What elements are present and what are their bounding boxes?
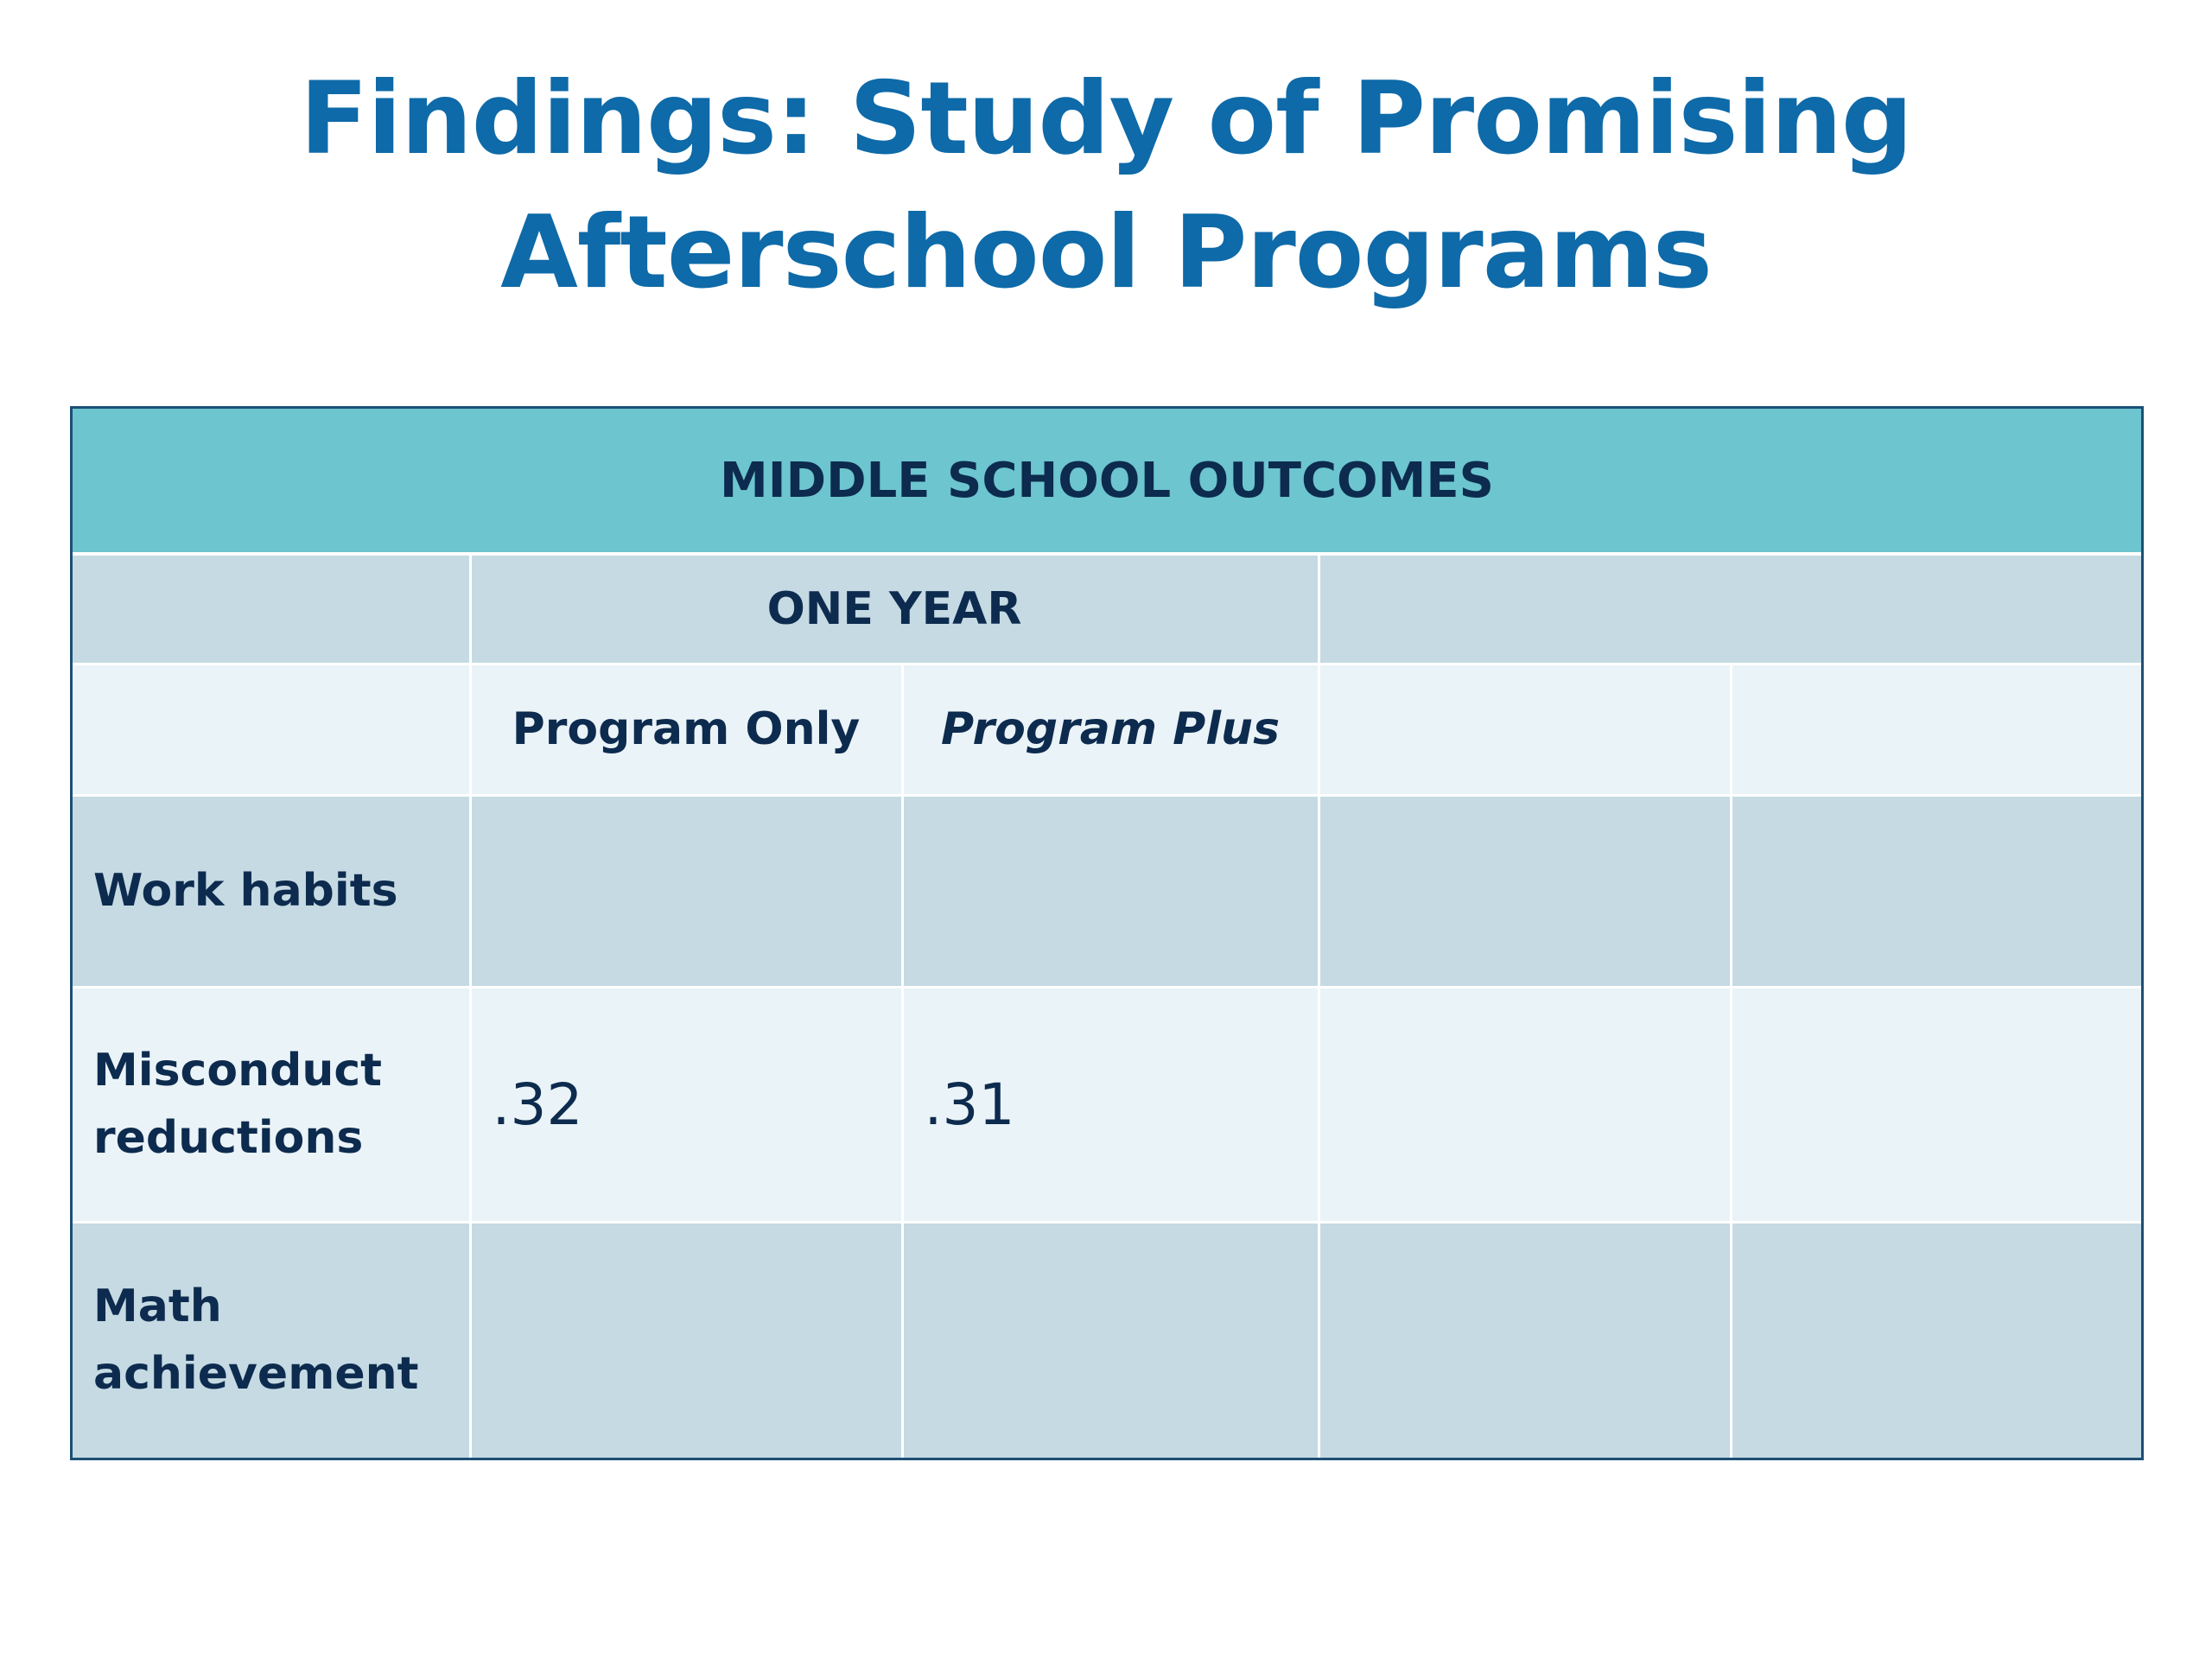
row-label-work-habits: Work habits: [73, 793, 472, 988]
subheader-cell: [1729, 662, 2141, 797]
subheader-corner-cell: [73, 662, 472, 797]
table-header-row: MIDDLE SCHOOL OUTCOMES: [73, 409, 2141, 556]
table-cell: [900, 1220, 1320, 1458]
subheader-cell: [1317, 662, 1732, 797]
table-cell: [1729, 1220, 2141, 1458]
subheader-program-only: Program Only: [468, 662, 904, 797]
table-cell: [1317, 1220, 1732, 1458]
value-program-plus-misconduct: .31: [900, 985, 1320, 1224]
table-row: Math achievement: [73, 1220, 2141, 1458]
table-cell: [1317, 985, 1732, 1224]
period-corner-cell: [73, 552, 472, 665]
table-row: Work habits: [73, 793, 2141, 988]
table-cell: [1729, 793, 2141, 988]
subheader-program-plus: Program Plus: [900, 662, 1320, 797]
period-label: ONE YEAR: [468, 552, 1320, 665]
table-cell: [1317, 793, 1732, 988]
table-cell: [900, 793, 1320, 988]
table-cell: [468, 793, 904, 988]
slide-title: Findings: Study of Promising Afterschool…: [300, 60, 1913, 311]
subheader-row: Program Only Program Plus: [73, 662, 2141, 797]
outcomes-table-container: MIDDLE SCHOOL OUTCOMES ONE YEAR Program …: [70, 406, 2144, 1460]
table-header: MIDDLE SCHOOL OUTCOMES: [73, 409, 2141, 556]
period-row: ONE YEAR: [73, 552, 2141, 665]
row-label-misconduct-reductions: Misconduct reductions: [73, 985, 472, 1224]
table-cell: [468, 1220, 904, 1458]
outcomes-table: MIDDLE SCHOOL OUTCOMES ONE YEAR Program …: [73, 409, 2141, 1458]
period-blank-cell: [1317, 552, 2141, 665]
row-label-math-achievement: Math achievement: [73, 1220, 472, 1458]
table-row: Misconduct reductions .32 .31: [73, 985, 2141, 1224]
table-cell: [1729, 985, 2141, 1224]
value-program-only-misconduct: .32: [468, 985, 904, 1224]
